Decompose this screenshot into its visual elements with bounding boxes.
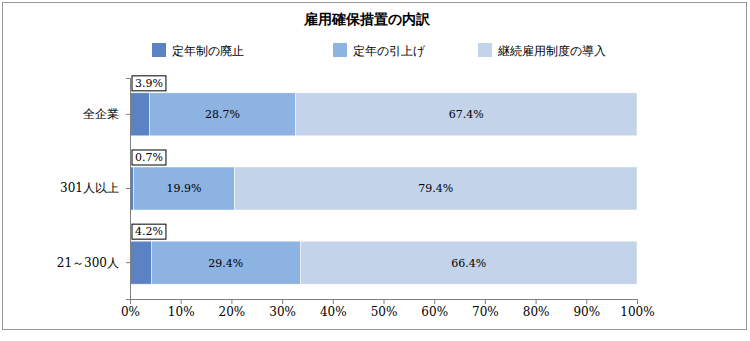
y-tick-mark [126,114,130,115]
x-tick: 90% [573,299,600,319]
data-label-box [132,76,166,91]
data-label: 19.9% [167,182,202,195]
x-tick: 30% [269,299,296,319]
x-tick: 50% [371,299,398,319]
x-tick-label: 70% [472,305,499,319]
legend-label: 定年の引上げ [353,44,426,58]
x-tick: 100% [620,299,654,319]
y-tick-mark [126,188,130,189]
data-label: 79.4% [418,182,453,195]
x-tick-mark [282,299,283,304]
x-tick-mark [434,299,435,304]
legend-label: 継続雇用制度の導入 [497,44,606,58]
bar [130,93,150,136]
x-tick: 20% [219,299,246,319]
x-tick-label: 60% [421,305,448,319]
x-tick-mark [384,299,385,304]
legend-swatch [478,43,492,57]
bar [234,167,637,210]
bar [151,241,300,284]
x-tick: 60% [421,299,448,319]
y-tick-label: 全企業 [83,107,119,121]
data-label: 29.4% [208,257,243,270]
chart: 雇用確保措置の内訳定年制の廃止 定年の引上げ 継続雇用制度の導入 0% 10% 20% 30… [0,0,750,341]
x-tick-mark [181,299,182,304]
bar [134,167,235,210]
data-labels: 3.9% 0.7% 4.2% 28.7% 19.9% 29.4% 67.4% 79.4% 66.… [132,76,486,270]
x-tick-label: 0% [121,305,140,319]
x-tick-label: 100% [620,305,654,319]
x-tick-mark [637,299,638,304]
x-tick: 70% [472,299,499,319]
title: 雇用確保措置の内訳 [303,11,431,27]
y-tick-mark [126,262,130,263]
x-tick-label: 90% [573,305,600,319]
x-tick-label: 20% [219,305,246,319]
x-tick-label: 50% [371,305,398,319]
y-axis-line [126,79,131,300]
chart-frame [3,3,747,330]
bar [130,241,151,284]
x-tick-mark [536,299,537,304]
bar [150,93,296,136]
legend-label: 定年制の廃止 [172,44,244,58]
x-tick-mark [586,299,587,304]
plot: 0% 10% 20% 30% 40% 50% 60% 70% 80% 90% 100% 全企業 301人… [57,76,655,319]
y-axis: 全企業 301人以上 21～300人 [57,79,131,300]
data-label: 0.7% [135,151,163,164]
y-tick: 21～300人 [57,256,130,270]
x-axis: 0% 10% 20% 30% 40% 50% 60% 70% 80% 90% 100% [121,299,655,319]
legend-swatch [152,43,166,57]
x-axis-line [131,300,638,305]
x-tick-label: 80% [523,305,550,319]
data-label-box [132,150,166,165]
bars [130,93,637,284]
bar [295,93,637,136]
x-tick-label: 40% [320,305,347,319]
data-label: 67.4% [449,108,484,121]
x-tick-mark [333,299,334,304]
data-label: 28.7% [205,108,240,121]
data-label: 66.4% [451,257,486,270]
y-tick-label: 301人以上 [60,181,119,195]
x-tick-label: 10% [168,305,195,319]
y-tick: 301人以上 [60,181,130,195]
data-label-box [132,224,166,239]
y-tick-label: 21～300人 [57,256,119,270]
x-tick: 40% [320,299,347,319]
data-label: 3.9% [135,77,163,90]
data-label: 4.2% [135,225,163,238]
x-tick: 0% [121,299,140,319]
bar [300,241,637,284]
legend-swatch [333,43,347,57]
x-tick: 10% [168,299,195,319]
y-tick: 全企業 [83,107,130,121]
x-tick: 80% [523,299,550,319]
legend: 定年制の廃止 定年の引上げ 継続雇用制度の導入 [152,43,606,58]
x-tick-mark [485,299,486,304]
x-tick-label: 30% [269,305,296,319]
x-tick-mark [231,299,232,304]
